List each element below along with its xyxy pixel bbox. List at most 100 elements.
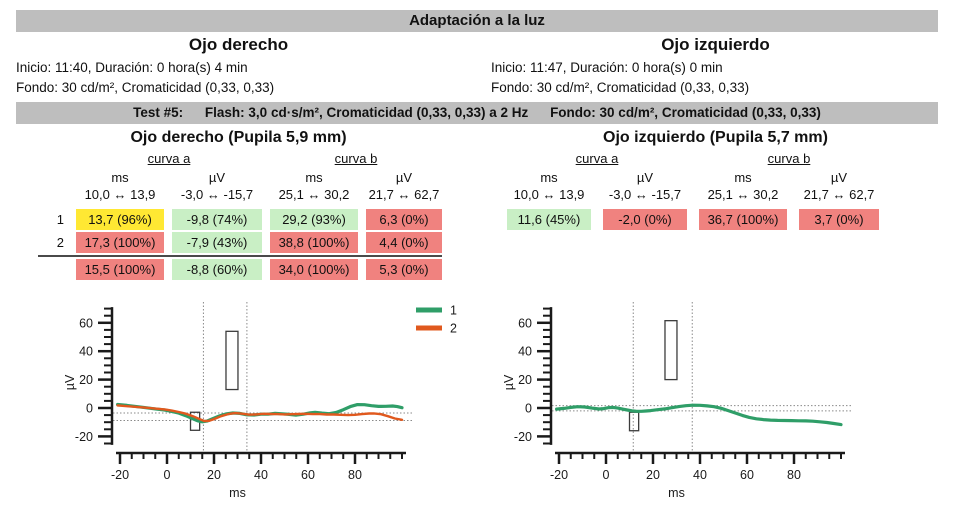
table-cell: 11,6 (45%) bbox=[507, 209, 591, 230]
x-tick-label: 20 bbox=[207, 468, 221, 482]
fondo-line: Fondo: 30 cd/m², Cromaticidad (0,33, 0,3… bbox=[491, 80, 750, 95]
units-row: ms µV ms µV bbox=[38, 170, 477, 187]
y-tick-label: 20 bbox=[79, 373, 93, 387]
eye-sections: Ojo derecho (Pupila 5,9 mm) curva a curv… bbox=[0, 124, 954, 521]
y-tick-label: 40 bbox=[79, 345, 93, 359]
row-number: 2 bbox=[56, 235, 64, 250]
x-tick-label: 0 bbox=[603, 468, 610, 482]
y-axis-label: µV bbox=[503, 374, 516, 390]
fondo-line: Fondo: 30 cd/m², Cromaticidad (0,33, 0,3… bbox=[16, 80, 275, 95]
table-cell: 4,4 (0%) bbox=[366, 232, 442, 253]
x-tick-label: 20 bbox=[646, 468, 660, 482]
table-cell: 13,7 (96%) bbox=[76, 209, 164, 230]
unit-label: ms bbox=[111, 170, 129, 185]
y-tick-label: 40 bbox=[518, 345, 532, 359]
erg-chart-left-eye: -20 0 20 40 60 µV -20 0 20 40 60 80 ms bbox=[503, 302, 851, 500]
table-cell: -8,8 (60%) bbox=[172, 259, 262, 280]
test-label: Test #5: bbox=[133, 105, 184, 120]
legend-label: 1 bbox=[450, 304, 457, 318]
eye-name: Ojo derecho bbox=[188, 35, 289, 54]
erg-chart-right-eye: -20 0 20 40 60 µV -20 0 20 40 60 80 ms 1 2 bbox=[64, 302, 457, 500]
test-fondo: Fondo: 30 cd/m², Cromaticidad (0,33, 0,3… bbox=[550, 105, 821, 120]
right-eye-header: Ojo derecho Inicio: 11:40, Duración: 0 h… bbox=[0, 32, 477, 96]
x-tick-label: 40 bbox=[693, 468, 707, 482]
left-eye-header: Ojo izquierdo Inicio: 11:47, Duración: 0… bbox=[477, 32, 954, 96]
range-value: 21,7 ↔ 62,7 bbox=[368, 187, 440, 202]
section-right-eye: Ojo derecho (Pupila 5,9 mm) curva a curv… bbox=[0, 124, 477, 521]
unit-label: µV bbox=[208, 170, 226, 185]
inicio-line: Inicio: 11:40, Duración: 0 hora(s) 4 min bbox=[16, 60, 248, 75]
curva-b-label: curva b bbox=[767, 151, 811, 166]
range-value: 21,7 ↔ 62,7 bbox=[803, 187, 875, 202]
y-tick-label: -20 bbox=[75, 430, 93, 444]
unit-label: ms bbox=[540, 170, 558, 185]
normative-box bbox=[628, 411, 640, 432]
section-title: Ojo izquierdo (Pupila 5,7 mm) bbox=[603, 129, 828, 146]
eye-name: Ojo izquierdo bbox=[661, 35, 770, 54]
table-cell: 15,5 (100%) bbox=[76, 259, 164, 280]
table-cell: 6,3 (0%) bbox=[366, 209, 442, 230]
legend-label: 2 bbox=[450, 322, 457, 336]
row-number: 1 bbox=[56, 212, 64, 227]
table-cell: 34,0 (100%) bbox=[270, 259, 358, 280]
x-tick-label: 80 bbox=[348, 468, 362, 482]
table-cell: 36,7 (100%) bbox=[699, 209, 787, 230]
range-value: 10,0 ↔ 13,9 bbox=[513, 187, 585, 202]
curva-a-label: curva a bbox=[575, 151, 619, 166]
range-value: 25,1 ↔ 30,2 bbox=[278, 187, 350, 202]
x-tick-label: 80 bbox=[787, 468, 801, 482]
waveform-1 bbox=[555, 403, 843, 427]
unit-label: µV bbox=[636, 170, 654, 185]
section-title: Ojo derecho (Pupila 5,9 mm) bbox=[130, 129, 347, 146]
normative-range-row: 10,0 ↔ 13,9 -3,0 ↔ -15,7 25,1 ↔ 30,2 21,… bbox=[507, 187, 954, 207]
y-tick-label: 0 bbox=[86, 402, 93, 416]
unit-label: ms bbox=[305, 170, 323, 185]
y-tick-label: 0 bbox=[525, 402, 532, 416]
normative-box bbox=[664, 320, 678, 381]
unit-label: µV bbox=[395, 170, 413, 185]
table-cell: -2,0 (0%) bbox=[603, 209, 687, 230]
eye-headers: Ojo derecho Inicio: 11:40, Duración: 0 h… bbox=[0, 32, 954, 96]
y-tick-label: 20 bbox=[518, 373, 532, 387]
table-row: 11,6 (45%) -2,0 (0%) 36,7 (100%) 3,7 (0%) bbox=[507, 209, 954, 230]
curva-a-label: curva a bbox=[147, 151, 191, 166]
curva-b-label: curva b bbox=[334, 151, 378, 166]
table-cell: 29,2 (93%) bbox=[270, 209, 358, 230]
units-row: ms µV ms µV bbox=[507, 170, 954, 187]
x-tick-label: 0 bbox=[164, 468, 171, 482]
x-tick-label: 40 bbox=[254, 468, 268, 482]
table-cell: 5,3 (0%) bbox=[366, 259, 442, 280]
test-bar: Test #5: Flash: 3,0 cd·s/m², Cromaticida… bbox=[16, 102, 938, 124]
report-title: Adaptación a la luz bbox=[409, 12, 545, 29]
table-cell: -9,8 (74%) bbox=[172, 209, 262, 230]
report-title-bar: Adaptación a la luz bbox=[16, 10, 938, 32]
results-table: 11,6 (45%) -2,0 (0%) 36,7 (100%) 3,7 (0%) bbox=[477, 209, 954, 230]
y-tick-label: -20 bbox=[514, 430, 532, 444]
x-tick-label: -20 bbox=[111, 468, 129, 482]
table-cell: 38,8 (100%) bbox=[270, 232, 358, 253]
inicio-line: Inicio: 11:47, Duración: 0 hora(s) 0 min bbox=[491, 60, 723, 75]
x-tick-label: 60 bbox=[740, 468, 754, 482]
row-number bbox=[38, 259, 68, 280]
unit-label: ms bbox=[734, 170, 752, 185]
range-value: 25,1 ↔ 30,2 bbox=[707, 187, 779, 202]
unit-label: µV bbox=[830, 170, 848, 185]
y-tick-label: 60 bbox=[79, 316, 93, 330]
y-axis-label: µV bbox=[64, 374, 77, 390]
summary-row: 15,5 (100%) -8,8 (60%) 34,0 (100%) 5,3 (0%) bbox=[38, 255, 442, 280]
test-flash: Flash: 3,0 cd·s/m², Cromaticidad (0,33, … bbox=[204, 105, 529, 120]
table-cell: 17,3 (100%) bbox=[76, 232, 164, 253]
table-row: 1 13,7 (96%) -9,8 (74%) 29,2 (93%) 6,3 (0%) bbox=[38, 209, 477, 230]
results-table: 1 13,7 (96%) -9,8 (74%) 29,2 (93%) 6,3 (0%) 2… bbox=[0, 209, 477, 280]
x-axis-label: ms bbox=[668, 486, 685, 500]
y-tick-label: 60 bbox=[518, 316, 532, 330]
x-tick-label: 60 bbox=[301, 468, 315, 482]
range-value: -3,0 ↔ -15,7 bbox=[180, 187, 254, 202]
range-value: -3,0 ↔ -15,7 bbox=[608, 187, 682, 202]
x-axis-label: ms bbox=[229, 486, 246, 500]
curve-group-row: curva a curva b bbox=[507, 151, 954, 170]
range-value: 10,0 ↔ 13,9 bbox=[84, 187, 156, 202]
table-cell: -7,9 (43%) bbox=[172, 232, 262, 253]
waveform-2 bbox=[116, 404, 404, 423]
